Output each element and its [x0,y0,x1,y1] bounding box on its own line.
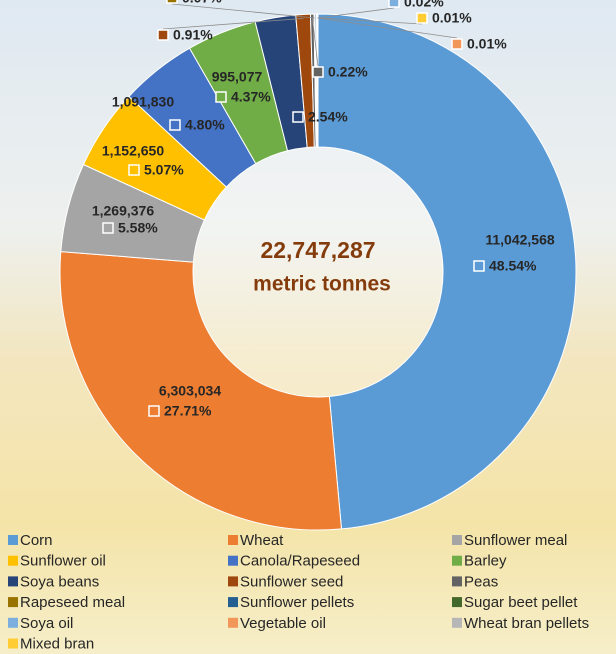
legend-label: Sunflower seed [240,573,343,590]
label-key [170,120,180,130]
label-key [293,112,303,122]
label-key [313,67,323,77]
value-label: 1,091,830 [112,94,174,110]
legend-marker [8,597,18,607]
legend-marker [228,535,238,545]
center-total: 22,747,287 [260,237,375,263]
legend-marker [452,576,462,586]
percent-label: 0.22% [328,64,368,80]
legend-label: Wheat [240,532,284,549]
value-label: 6,303,034 [159,383,221,399]
label-key [389,0,399,7]
value-label: 1,152,650 [102,143,164,159]
legend-marker [452,597,462,607]
label-key [167,0,177,3]
legend-label: Corn [20,532,53,549]
label-key [417,13,427,23]
percent-label: 27.71% [164,403,212,419]
legend-label: Vegetable oil [240,615,326,632]
percent-label: 5.07% [144,162,184,178]
percent-label: 5.58% [118,220,158,236]
label-key [452,39,462,49]
percent-label: 4.80% [185,117,225,133]
legend-marker [228,618,238,628]
percent-label: 0.01% [467,36,507,52]
legend-label: Soya oil [20,615,73,632]
center-unit: metric tonnes [253,273,391,296]
legend-label: Sunflower meal [464,532,567,549]
chart: 22,747,287 metric tonnes 11,042,568 48.54… [0,0,616,654]
value-label: 1,269,376 [92,203,154,219]
value-label: 11,042,568 [485,232,555,248]
legend-marker [8,556,18,566]
legend-marker [228,556,238,566]
legend-label: Canola/Rapeseed [240,553,360,570]
legend-marker [452,535,462,545]
legend-marker [452,556,462,566]
legend-marker [8,576,18,586]
legend-label: Rapeseed meal [20,594,125,611]
percent-label: 0.91% [173,27,213,43]
value-label: 995,077 [212,69,263,85]
label-key [474,261,484,271]
legend-label: Soya beans [20,573,99,590]
percent-label: 0.02% [404,0,444,10]
legend-marker [8,535,18,545]
legend-label: Sunflower oil [20,553,106,570]
legend-label: Peas [464,573,498,590]
legend-label: Wheat bran pellets [464,615,589,632]
legend-label: Sugar beet pellet [464,594,578,611]
legend-marker [8,618,18,628]
label-key [149,406,159,416]
legend-label: Sunflower pellets [240,594,354,611]
label-key [216,92,226,102]
legend-marker [228,576,238,586]
percent-label: 48.54% [489,258,537,274]
label-key [129,165,139,175]
percent-label: 2.54% [308,109,348,125]
percent-label: 0.01% [432,10,472,26]
percent-label: 0.07% [182,0,222,6]
legend-label: Barley [464,553,507,570]
label-key [158,30,168,40]
legend-marker [8,639,18,649]
label-key [103,223,113,233]
percent-label: 4.37% [231,89,271,105]
legend-marker [228,597,238,607]
legend-marker [452,618,462,628]
legend-label: Mixed bran [20,635,94,652]
